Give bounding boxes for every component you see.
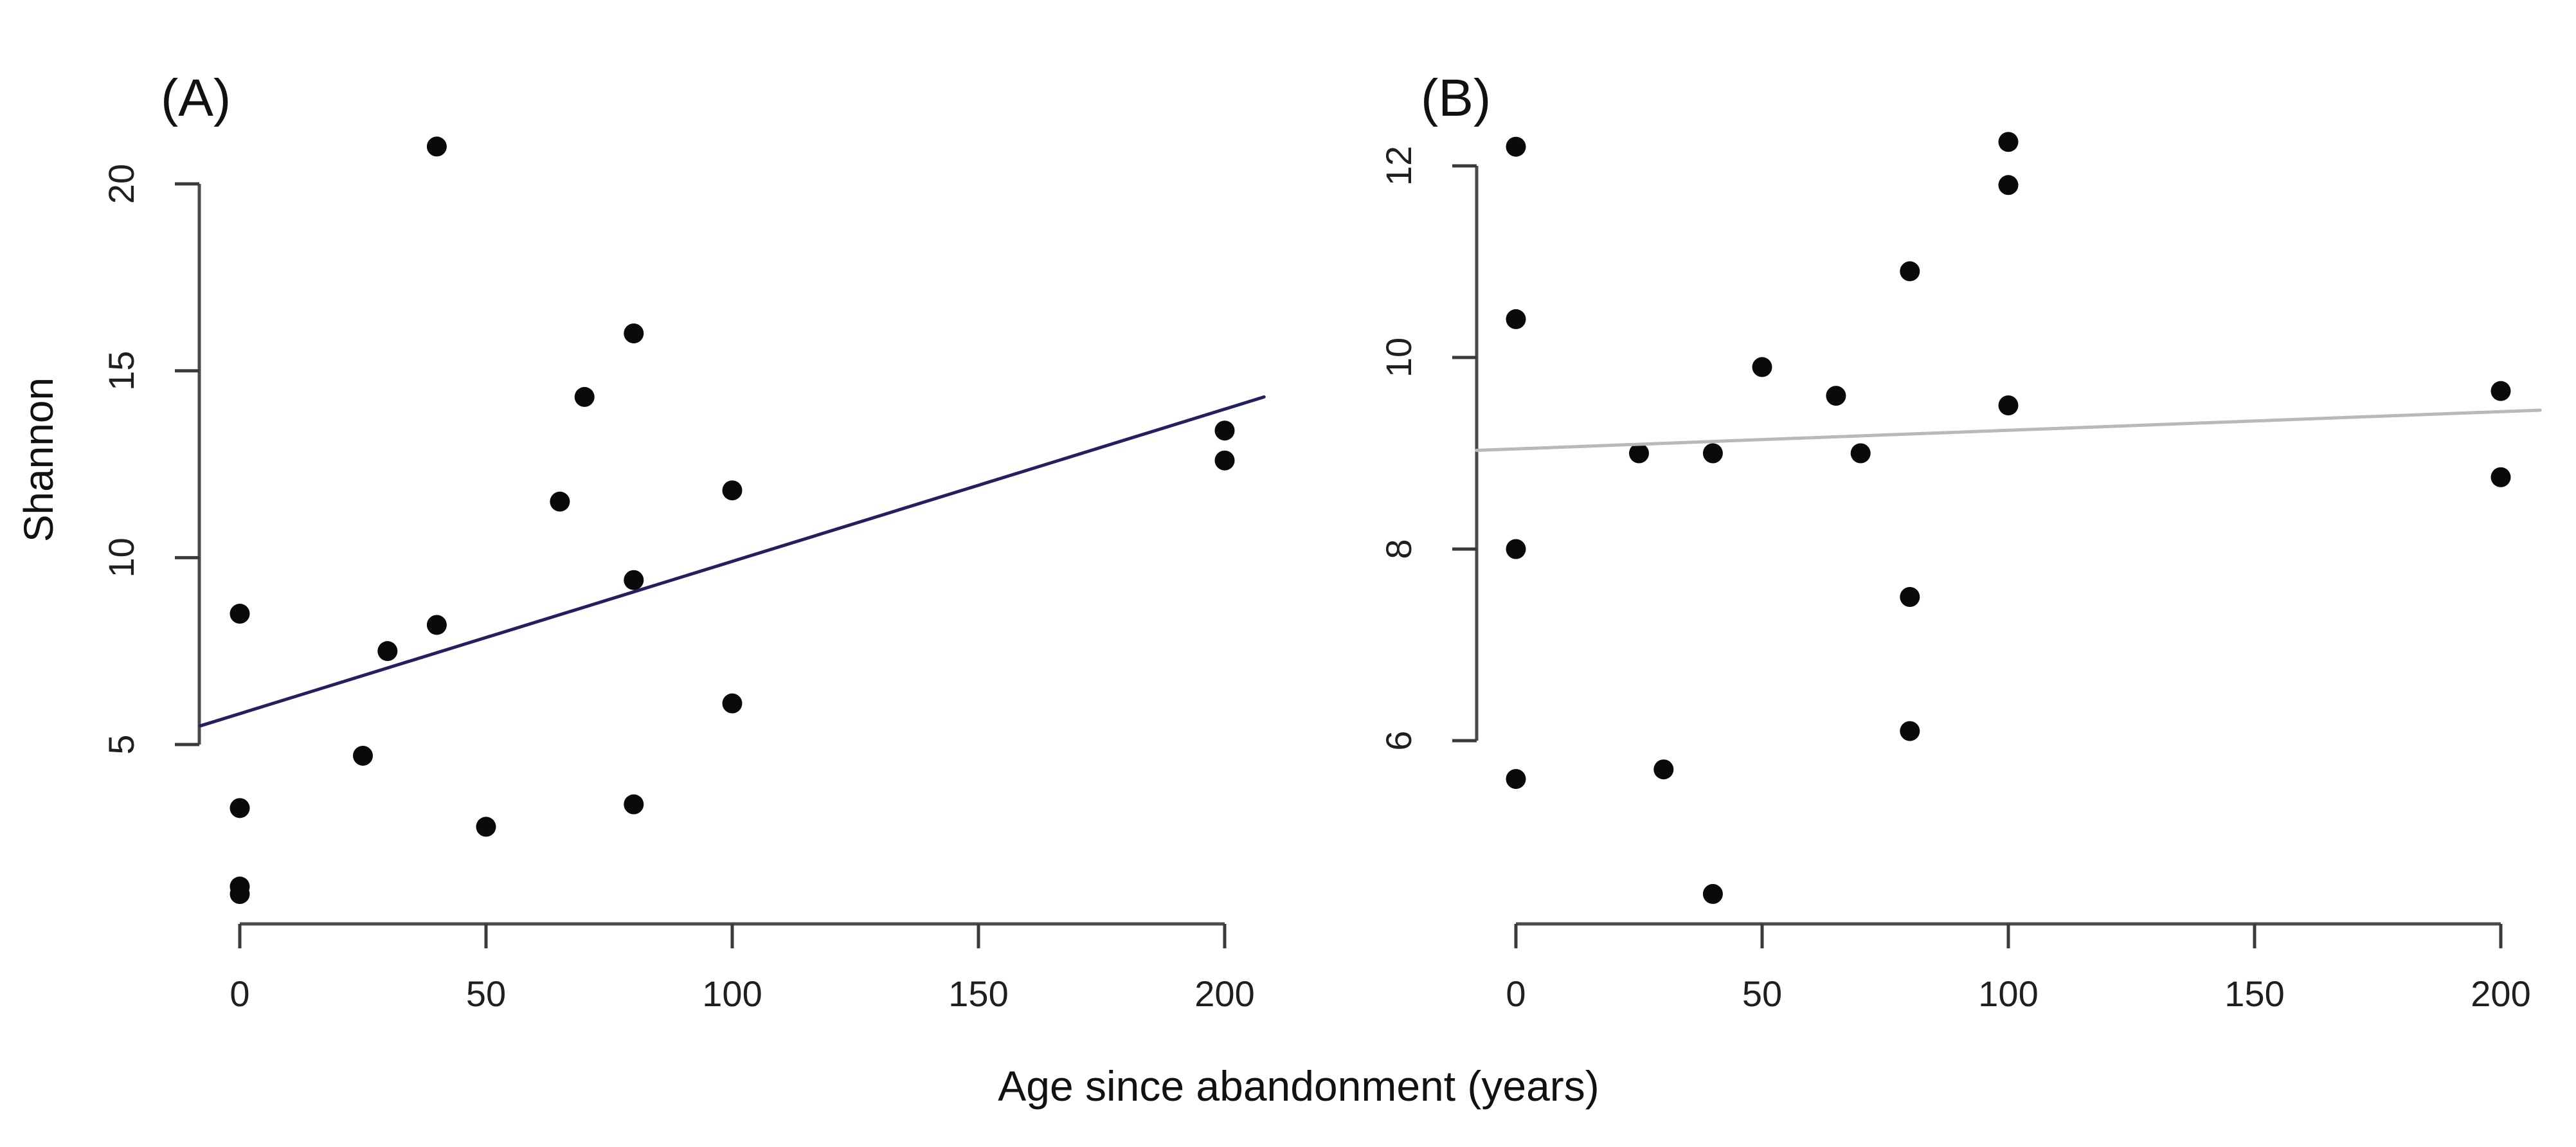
data-point [1214,450,1235,471]
data-point [1702,443,1723,464]
data-point [722,693,743,714]
data-point [624,323,644,344]
y-tick-label: 5 [101,734,141,754]
data-point [230,798,250,818]
panel-b-label: (B) [1421,69,1491,127]
x-tick-label: 100 [1978,973,2038,1014]
data-point [1850,443,1871,464]
x-tick-label: 150 [948,973,1008,1014]
data-point [1506,769,1526,790]
x-tick-label: 50 [466,973,506,1014]
data-point [353,745,373,766]
data-point [1653,759,1674,780]
x-tick-label: 0 [1506,973,1526,1014]
panel-b-plot: 6 8 10 12 0 50 100 150 200 [1378,132,2542,1014]
y-axis-title: Shannon [15,377,62,542]
data-point [1506,136,1526,157]
x-tick-label: 50 [1742,973,1782,1014]
data-point [1506,309,1526,329]
data-point [1900,587,1920,607]
x-tick-label: 100 [702,973,762,1014]
data-point [624,570,644,590]
data-point [1506,539,1526,559]
panel-a-label: (A) [161,69,231,127]
data-point [1629,443,1649,464]
data-point [1900,261,1920,282]
data-point [1900,721,1920,741]
x-tick-label: 150 [2224,973,2284,1014]
data-point [2490,381,2511,401]
x-tick-label: 200 [1194,973,1254,1014]
data-point [1826,386,1846,406]
y-tick-label: 12 [1378,146,1419,186]
data-point [230,876,250,897]
y-tick-label: 20 [101,164,141,204]
trend-line [1475,408,2542,453]
y-tick-label: 10 [1378,338,1419,377]
y-tick-label: 6 [1378,730,1419,750]
data-point [1998,175,2019,195]
y-tick-label: 8 [1378,539,1419,559]
x-tick-label: 200 [2471,973,2530,1014]
data-point [574,386,595,407]
data-point [377,641,398,662]
data-point [1998,132,2019,152]
data-point [550,491,570,512]
data-point [1752,357,1772,377]
data-point [1702,883,1723,904]
data-point [230,604,250,624]
y-tick-label: 15 [101,351,141,391]
data-point [476,817,496,837]
x-axis-title: Age since abandonment (years) [998,1062,1599,1110]
data-point [722,480,743,501]
data-point [624,794,644,815]
data-point [1214,420,1235,441]
data-point [1998,395,2019,415]
data-point [2490,467,2511,487]
y-tick-label: 10 [101,537,141,577]
x-tick-label: 0 [230,973,249,1014]
trend-line [199,395,1266,728]
data-point [426,615,447,635]
data-point [426,136,447,157]
